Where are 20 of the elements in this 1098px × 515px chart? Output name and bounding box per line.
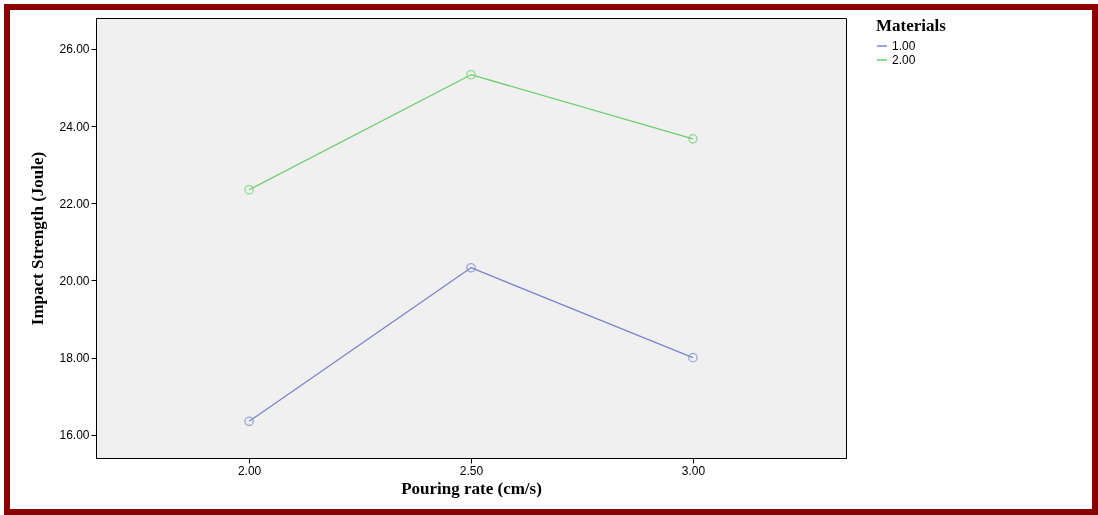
x-tick-label: 2.00 — [237, 463, 262, 478]
y-tick-label: 22.00 — [59, 196, 90, 211]
x-axis-title: Pouring rate (cm/s) — [401, 478, 542, 498]
point — [688, 352, 698, 363]
y-axis-title: Impact Strength (Joule) — [28, 151, 48, 326]
point — [244, 184, 254, 195]
y-tick-label: 20.00 — [59, 273, 90, 288]
legend-label: 2.00 — [892, 53, 916, 67]
legend-title: Materials — [876, 16, 947, 35]
y-tick-label: 24.00 — [59, 119, 90, 134]
x-tick-label: 3.00 — [681, 463, 706, 478]
point — [688, 133, 698, 144]
x-tick-label: 2.50 — [459, 463, 484, 478]
y-tick-label: 16.00 — [59, 428, 90, 443]
point — [466, 69, 476, 80]
legend-label: 1.00 — [892, 39, 916, 53]
y-tick-label: 26.00 — [59, 42, 90, 57]
point — [244, 416, 254, 427]
y-tick-label: 18.00 — [59, 351, 90, 366]
point — [466, 262, 476, 273]
